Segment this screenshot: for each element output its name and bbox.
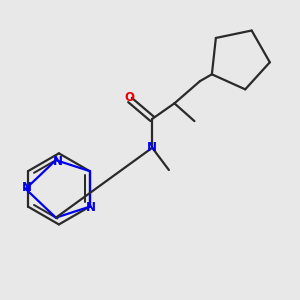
Text: N: N (53, 155, 63, 168)
Text: N: N (86, 201, 96, 214)
Text: N: N (147, 141, 157, 154)
Text: N: N (22, 181, 32, 194)
Text: O: O (124, 91, 134, 104)
